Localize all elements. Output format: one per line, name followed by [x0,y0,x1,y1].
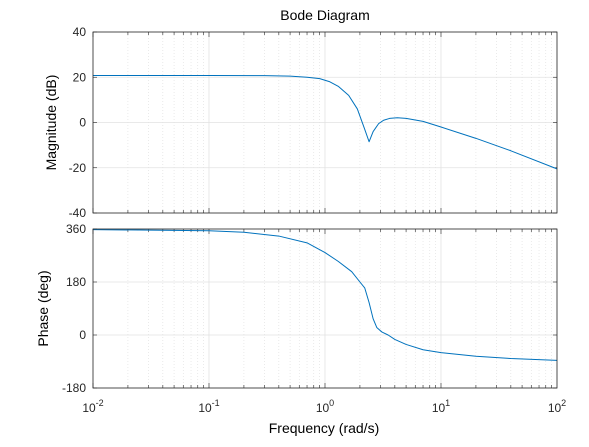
x-tick-exponent: -1 [212,398,220,408]
phase-panel: -180 0 180 360 Phase (deg) [35,222,558,395]
chart-title: Bode Diagram [280,7,370,23]
magnitude-y-tick-label: -40 [69,206,87,220]
x-tick-base: 10 [432,401,446,415]
x-tick-base: 10 [198,401,212,415]
magnitude-y-tick-label: 20 [73,70,87,84]
x-tick-label: 10-2 [82,398,103,415]
magnitude-series-line [93,74,558,170]
watermark: CSDN @fpga和matlab [434,419,575,435]
phase-y-axis-label: Phase (deg) [35,270,51,346]
x-tick-label: 101 [432,398,450,415]
x-tick-label: 10-1 [198,398,219,415]
x-axis: 10-2 10-1 100 101 102 [82,398,566,415]
x-axis-label: Frequency (rad/s) [269,420,379,436]
phase-axes-box [92,228,558,389]
magnitude-axes-box [92,31,558,214]
x-tick-base: 10 [316,401,330,415]
x-tick-exponent: -2 [96,398,104,408]
magnitude-y-tick-label: 0 [79,116,86,130]
x-tick-exponent: 0 [329,398,334,408]
phase-y-tick-label: -180 [62,381,86,395]
magnitude-y-tick-label: -20 [69,161,87,175]
magnitude-y-axis-label: Magnitude (dB) [43,75,59,171]
x-tick-label: 102 [548,398,566,415]
x-tick-base: 10 [82,401,96,415]
phase-y-tick-label: 180 [66,275,86,289]
x-tick-base: 10 [548,401,562,415]
magnitude-y-tick-label: 40 [73,25,87,39]
phase-y-tick-label: 0 [79,328,86,342]
x-tick-label: 100 [316,398,334,415]
chart-panels: -40 -20 0 20 40 Magnitude (dB) -180 0 180 360 Phas… [35,25,558,395]
magnitude-panel: -40 -20 0 20 40 Magnitude (dB) [43,25,558,220]
x-tick-exponent: 1 [445,398,450,408]
phase-series-line [92,229,558,361]
phase-y-tick-label: 360 [66,222,86,236]
x-tick-exponent: 2 [561,398,566,408]
